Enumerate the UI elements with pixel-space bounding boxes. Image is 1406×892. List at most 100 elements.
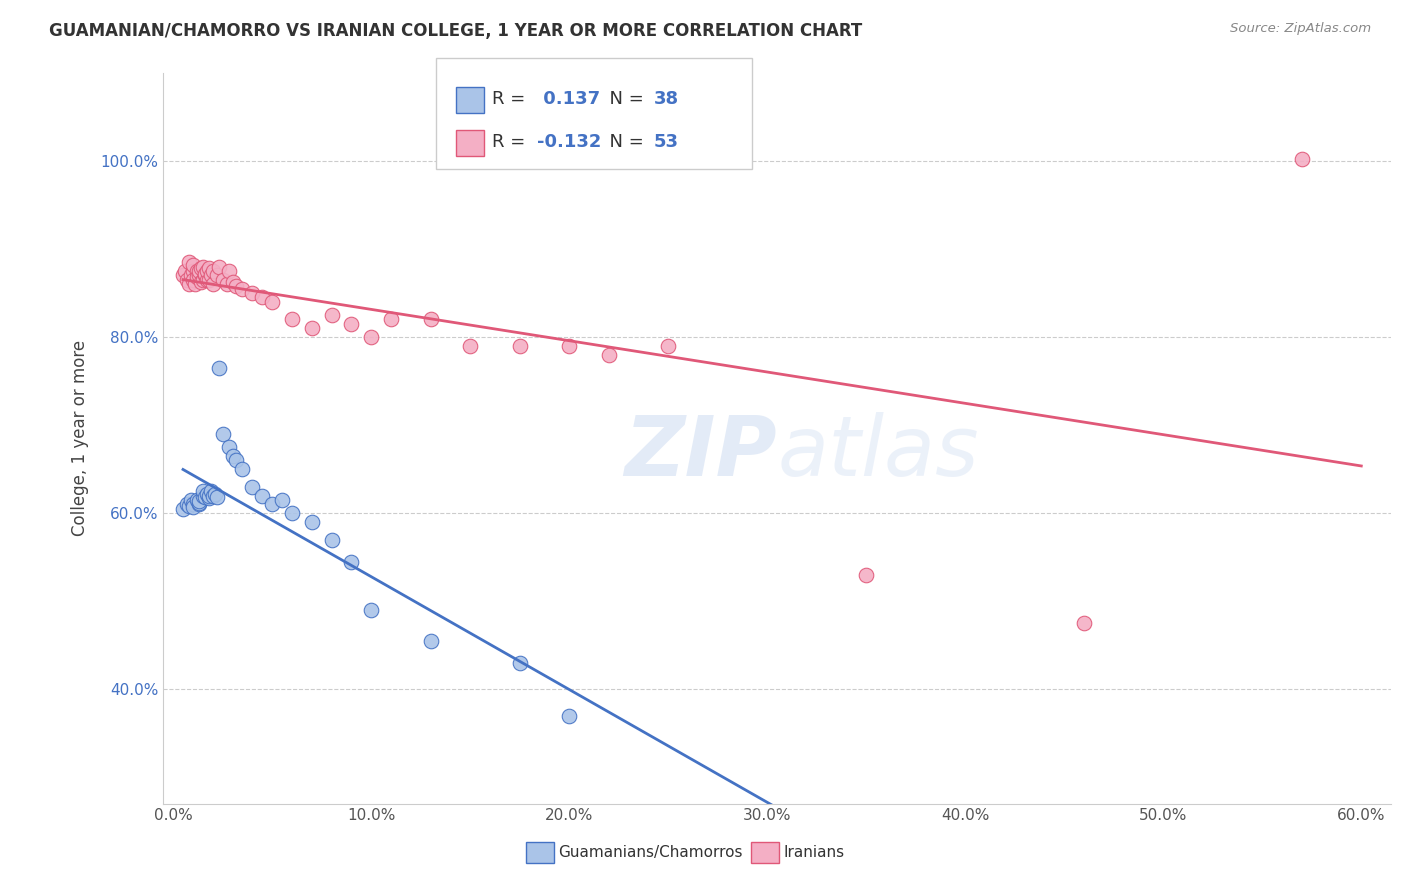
Point <box>215 277 238 292</box>
Point <box>855 567 877 582</box>
Point <box>194 268 217 283</box>
Text: Source: ZipAtlas.com: Source: ZipAtlas.com <box>1230 22 1371 36</box>
Point <box>252 489 274 503</box>
Point <box>187 497 209 511</box>
Point <box>191 273 214 287</box>
Point <box>458 339 481 353</box>
Point <box>301 321 323 335</box>
Point <box>176 497 198 511</box>
Text: Iranians: Iranians <box>783 846 844 860</box>
Point <box>180 268 202 283</box>
Point <box>181 273 204 287</box>
Point <box>380 312 402 326</box>
Point <box>321 308 343 322</box>
Point <box>177 255 200 269</box>
Point <box>201 489 224 503</box>
Text: 38: 38 <box>654 90 679 108</box>
Point <box>240 480 263 494</box>
Text: GUAMANIAN/CHAMORRO VS IRANIAN COLLEGE, 1 YEAR OR MORE CORRELATION CHART: GUAMANIAN/CHAMORRO VS IRANIAN COLLEGE, 1… <box>49 22 862 40</box>
Text: Guamanians/Chamorros: Guamanians/Chamorros <box>558 846 742 860</box>
Point <box>218 440 240 454</box>
Point <box>194 267 217 281</box>
Point <box>186 264 208 278</box>
Point <box>208 260 231 274</box>
Text: N =: N = <box>598 133 650 151</box>
Point <box>201 264 224 278</box>
Point <box>262 497 284 511</box>
Point <box>1291 153 1313 167</box>
Point <box>558 339 581 353</box>
Text: ZIP: ZIP <box>624 412 778 493</box>
Point <box>195 264 218 278</box>
Point <box>176 273 198 287</box>
Point <box>271 492 294 507</box>
Text: atlas: atlas <box>778 412 979 493</box>
Point <box>191 260 214 274</box>
Point <box>191 484 214 499</box>
Point <box>187 264 209 278</box>
Point <box>186 270 208 285</box>
Point <box>186 492 208 507</box>
Point <box>172 501 194 516</box>
Point <box>419 312 441 326</box>
Point <box>181 497 204 511</box>
Text: 53: 53 <box>654 133 679 151</box>
Point <box>197 261 219 276</box>
Point <box>200 268 222 283</box>
Point <box>360 330 382 344</box>
Point <box>197 273 219 287</box>
Point <box>181 264 204 278</box>
Point <box>187 268 209 283</box>
Text: 0.137: 0.137 <box>537 90 600 108</box>
Point <box>194 490 217 504</box>
Point <box>211 273 233 287</box>
Point <box>657 339 679 353</box>
Point <box>172 268 194 283</box>
Point <box>231 462 253 476</box>
Point <box>191 489 214 503</box>
Point <box>205 268 228 283</box>
Point <box>177 499 200 513</box>
Point <box>195 487 218 501</box>
Point <box>558 708 581 723</box>
Point <box>240 286 263 301</box>
Point <box>321 533 343 547</box>
Point <box>301 515 323 529</box>
Point <box>174 264 197 278</box>
Point <box>281 312 304 326</box>
Text: R =: R = <box>492 133 531 151</box>
Text: N =: N = <box>598 90 650 108</box>
Point <box>598 348 620 362</box>
Text: R =: R = <box>492 90 531 108</box>
Point <box>195 273 218 287</box>
Point <box>252 290 274 304</box>
Point <box>509 656 531 670</box>
Point <box>225 279 247 293</box>
Point <box>201 277 224 292</box>
Point <box>509 339 531 353</box>
Point <box>187 493 209 508</box>
Point <box>204 487 226 501</box>
Point <box>181 258 204 272</box>
Point <box>200 484 222 499</box>
Point <box>184 277 207 292</box>
Point <box>221 449 243 463</box>
Point <box>262 294 284 309</box>
Point <box>197 491 219 505</box>
Point <box>190 261 212 276</box>
Y-axis label: College, 1 year or more: College, 1 year or more <box>72 340 89 536</box>
Point <box>190 276 212 290</box>
Point <box>180 492 202 507</box>
Point <box>208 360 231 375</box>
Point <box>340 317 363 331</box>
Point <box>211 426 233 441</box>
Point <box>177 277 200 292</box>
Text: -0.132: -0.132 <box>537 133 602 151</box>
Point <box>225 453 247 467</box>
Point <box>1073 616 1095 631</box>
Point <box>221 276 243 290</box>
Point <box>231 282 253 296</box>
Point <box>187 495 209 509</box>
Point <box>197 489 219 503</box>
Point <box>340 555 363 569</box>
